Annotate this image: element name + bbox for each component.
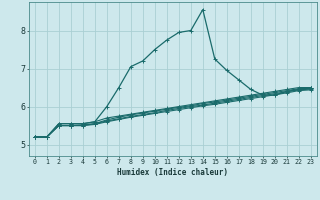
X-axis label: Humidex (Indice chaleur): Humidex (Indice chaleur) [117,168,228,177]
